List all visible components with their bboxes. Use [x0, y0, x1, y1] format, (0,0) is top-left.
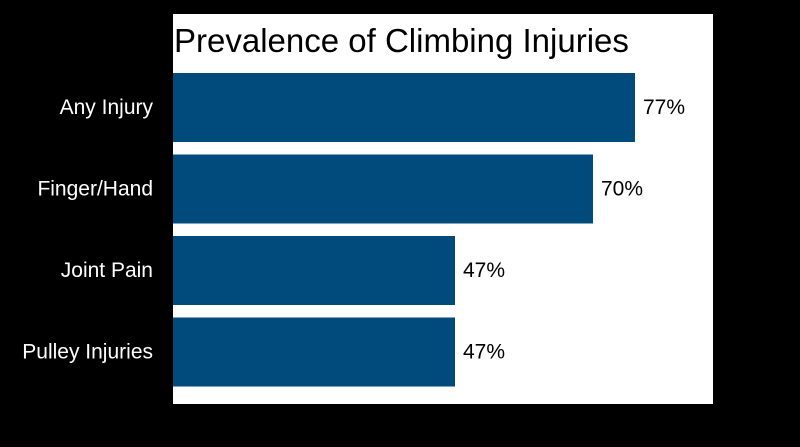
category-label: Finger/Hand [37, 178, 153, 201]
bars-layer [173, 73, 635, 387]
bar-joint-pain [173, 236, 455, 305]
category-label: Joint Pain [61, 259, 153, 282]
bar-any-injury [173, 73, 635, 142]
value-labels-layer: 77% 70% 47% 47% [463, 96, 685, 364]
value-label: 47% [463, 341, 505, 364]
value-label: 77% [643, 96, 685, 119]
value-label: 70% [601, 178, 643, 201]
bar-pulley-injuries [173, 317, 455, 387]
value-label: 47% [463, 259, 505, 282]
bar-finger-hand [173, 154, 593, 224]
category-label: Pulley Injuries [22, 341, 153, 364]
category-label: Any Injury [60, 96, 154, 119]
chart-title: Prevalence of Climbing Injuries [174, 22, 629, 59]
category-labels-layer: Any Injury Finger/Hand Joint Pain Pulley In… [22, 96, 153, 364]
